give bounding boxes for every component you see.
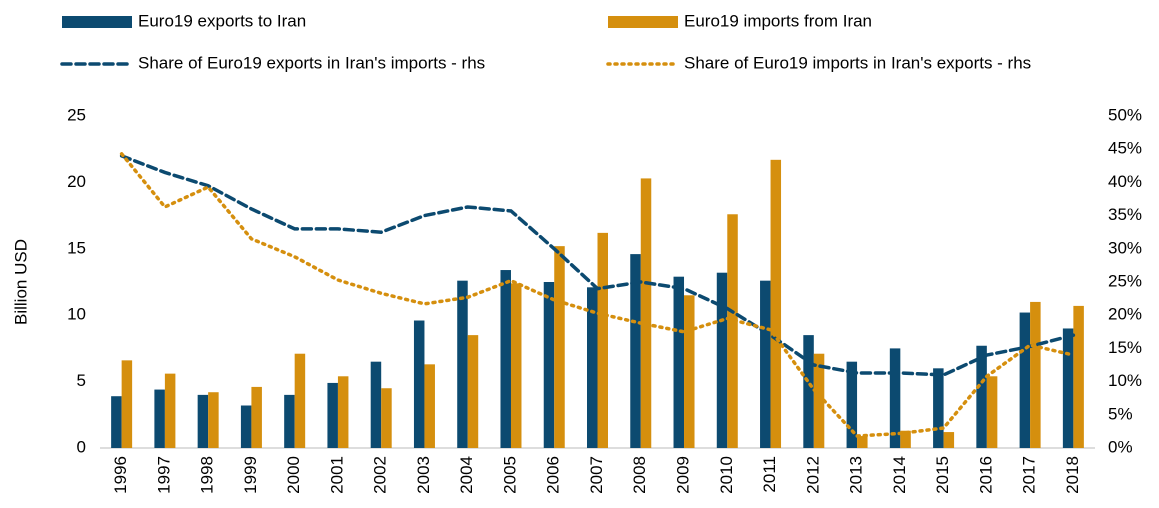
x-tick-label: 1999	[241, 456, 260, 494]
legend-label: Euro19 imports from Iran	[684, 11, 872, 30]
legend-label: Share of Euro19 exports in Iran's import…	[138, 53, 485, 72]
y2-tick-label: 20%	[1108, 305, 1142, 324]
x-tick-label: 2016	[976, 456, 995, 494]
bar	[457, 280, 468, 448]
x-tick-label: 2000	[284, 456, 303, 494]
bar	[640, 178, 652, 448]
bar	[813, 353, 825, 448]
bar	[716, 272, 728, 448]
x-tick-label: 2008	[630, 456, 649, 494]
x-tick-label: 2013	[847, 456, 866, 494]
y2-tick-label: 30%	[1108, 238, 1142, 257]
line	[119, 152, 1076, 438]
y2-tick-label: 10%	[1108, 371, 1142, 390]
y2-tick-label: 15%	[1108, 338, 1142, 357]
bar	[727, 214, 738, 448]
bar	[760, 280, 771, 448]
bar	[154, 389, 165, 448]
bar	[327, 382, 338, 448]
legend-swatch	[62, 16, 132, 28]
bar	[770, 159, 782, 448]
y-tick-label: 10	[67, 305, 86, 324]
legend-label: Euro19 exports to Iran	[138, 11, 306, 30]
bar	[684, 295, 695, 448]
y-tick-label: 20	[67, 172, 86, 191]
y-tick-label: 25	[67, 105, 86, 124]
bar	[337, 376, 349, 448]
x-tick-label: 2015	[933, 456, 952, 494]
y2-tick-label: 25%	[1108, 271, 1142, 290]
legend-label: Share of Euro19 imports in Iran's export…	[684, 53, 1031, 72]
y-tick-label: 0	[77, 437, 86, 456]
line	[119, 154, 1076, 377]
bar	[673, 276, 685, 448]
y-axis-label: Billion USD	[11, 239, 30, 325]
bar	[976, 345, 987, 448]
bar	[121, 360, 133, 448]
bar	[857, 436, 868, 448]
bar	[251, 386, 262, 448]
x-tick-label: 2004	[457, 456, 476, 494]
bar	[208, 392, 219, 448]
x-tick-label: 2010	[717, 456, 736, 494]
x-tick-label: 1998	[198, 456, 217, 494]
x-tick-label: 1996	[111, 456, 130, 494]
bar	[900, 430, 911, 448]
bar	[597, 232, 608, 448]
y2-tick-label: 45%	[1108, 139, 1142, 158]
bar	[846, 361, 858, 448]
bar	[943, 432, 955, 448]
bar	[370, 361, 382, 448]
bar	[111, 396, 122, 448]
y2-tick-label: 0%	[1108, 437, 1133, 456]
bar	[240, 405, 252, 448]
x-tick-label: 2012	[803, 456, 822, 494]
bar	[1019, 312, 1031, 448]
bar	[587, 287, 598, 448]
bar	[284, 394, 295, 448]
y2-tick-label: 50%	[1108, 105, 1142, 124]
bar	[1062, 328, 1074, 448]
x-tick-label: 2002	[371, 456, 390, 494]
y2-tick-label: 5%	[1108, 404, 1133, 423]
bar	[1073, 305, 1084, 448]
y-tick-label: 15	[67, 238, 86, 257]
bar	[413, 320, 425, 448]
x-tick-label: 2006	[544, 456, 563, 494]
bar	[500, 270, 511, 448]
x-tick-label: 2017	[1020, 456, 1039, 494]
bar	[933, 368, 944, 448]
bar	[381, 388, 392, 448]
bar	[554, 246, 565, 448]
x-tick-label: 2011	[760, 456, 779, 493]
bar	[294, 353, 306, 448]
x-tick-label: 1997	[154, 456, 173, 494]
bar	[510, 283, 522, 448]
x-tick-label: 2005	[500, 456, 519, 494]
bar	[467, 335, 479, 448]
x-tick-label: 2014	[890, 456, 909, 494]
x-tick-label: 2009	[674, 456, 693, 494]
bar	[543, 282, 555, 448]
legend-swatch	[608, 16, 678, 28]
bar	[803, 335, 814, 448]
x-tick-label: 2001	[327, 456, 346, 494]
bar	[986, 376, 998, 448]
bar	[630, 254, 641, 448]
y-tick-label: 5	[77, 371, 86, 390]
y2-tick-label: 40%	[1108, 172, 1142, 191]
x-tick-label: 2003	[414, 456, 433, 494]
x-tick-label: 2007	[587, 456, 606, 494]
bar	[1030, 301, 1041, 448]
bar	[197, 394, 209, 448]
y2-tick-label: 35%	[1108, 205, 1142, 224]
x-tick-label: 2018	[1063, 456, 1082, 494]
bar	[424, 364, 435, 448]
bar	[889, 348, 901, 448]
bar	[164, 373, 176, 448]
